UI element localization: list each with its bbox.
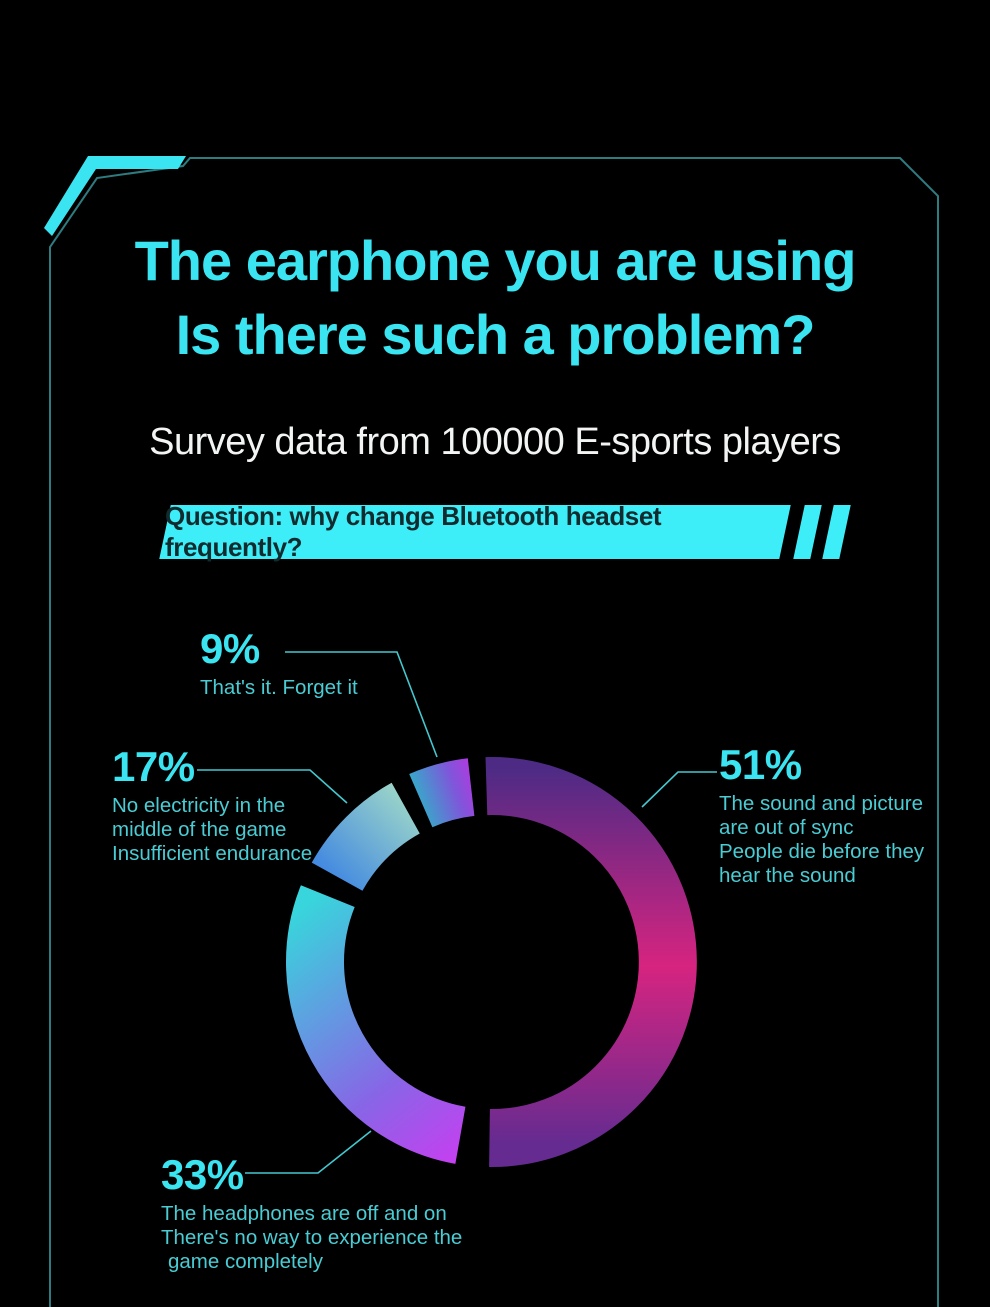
description-line: There's no way to experience the: [161, 1226, 463, 1249]
callout-line-17-percent: [197, 769, 348, 804]
percent-description-51: The sound and picture are out of sync Pe…: [719, 792, 924, 888]
title-line1: The earphone you are using: [134, 229, 857, 292]
percent-label-9: 9%: [200, 625, 260, 672]
frame-corner-band: [44, 156, 186, 236]
callout-line-51-percent: [641, 771, 717, 808]
page-title: The earphone you are using Is there such…: [0, 224, 990, 372]
frame-border-line: [49, 157, 939, 1307]
percent-description-9: That's it. Forget it: [200, 676, 358, 700]
callout-17-percent: 17% No electricity in the middle of the …: [112, 744, 312, 866]
question-banner: Question: why change Bluetooth headset f…: [159, 501, 791, 562]
description-line: No electricity in the: [112, 794, 286, 817]
question-banner-label: Question: why change Bluetooth headset f…: [165, 501, 662, 562]
title-line2: Is there such a problem?: [175, 303, 816, 366]
donut-segment-51-percent: [485, 757, 697, 1168]
percent-description-33: The headphones are off and on There's no…: [161, 1202, 462, 1274]
description-line: The sound and picture: [719, 792, 923, 815]
percent-label-33: 33%: [161, 1151, 244, 1198]
callout-9-percent: 9% That's it. Forget it: [200, 626, 358, 700]
subtitle: Survey data from 100000 E-sports players: [149, 421, 841, 463]
description-line: game completely: [168, 1250, 323, 1273]
callout-line-9-percent: [285, 651, 438, 758]
donut-segment-9-percent: [409, 758, 476, 828]
description-line: People die before they: [719, 840, 925, 863]
donut-segment-33-percent: [286, 885, 467, 1164]
callout-33-percent: 33% The headphones are off and on There'…: [161, 1152, 462, 1274]
description-line: That's it. Forget it: [200, 676, 358, 699]
callout-line-33-percent: [245, 1130, 372, 1174]
description-line: are out of sync: [719, 816, 854, 839]
donut-segment-17-percent: [311, 782, 421, 892]
description-line: The headphones are off and on: [161, 1202, 447, 1225]
callout-51-percent: 51% The sound and picture are out of syn…: [719, 742, 924, 888]
percent-label-17: 17%: [112, 743, 195, 790]
percent-label-51: 51%: [719, 741, 802, 788]
description-line: Insufficient endurance: [112, 842, 313, 865]
description-line: middle of the game: [112, 818, 287, 841]
percent-description-17: No electricity in the middle of the game…: [112, 794, 312, 866]
description-line: hear the sound: [719, 864, 856, 887]
